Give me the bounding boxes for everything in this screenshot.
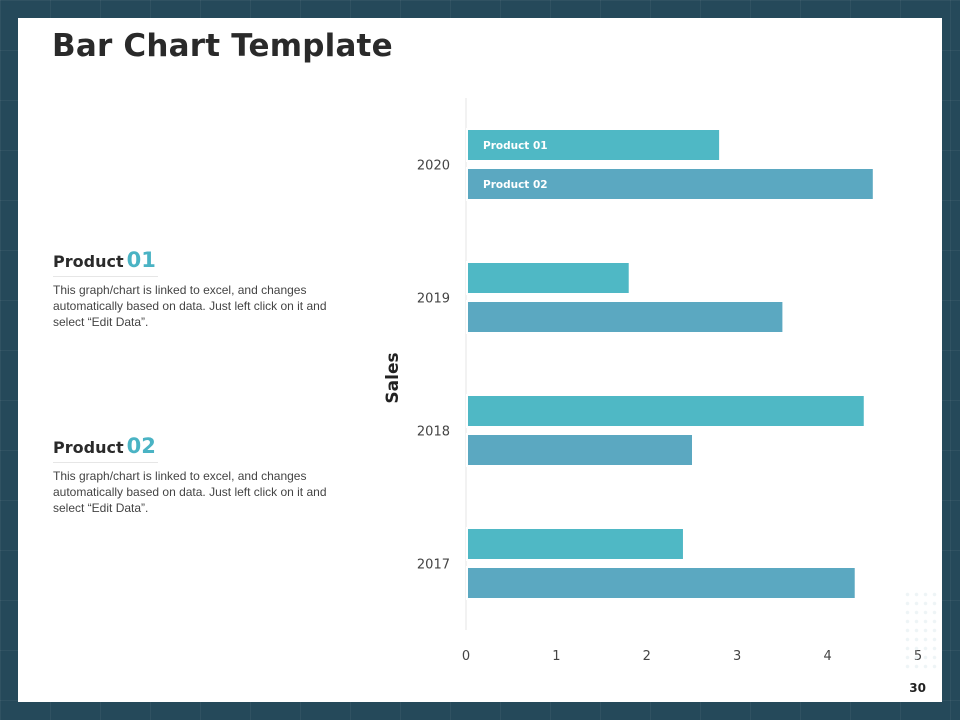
slide-title: Bar Chart Template	[52, 28, 393, 64]
category-label-2019: 2019	[417, 292, 450, 307]
bar-2020-series-1	[466, 128, 722, 162]
x-tick-label-1: 1	[552, 649, 560, 664]
legend-label-series-1: Product 01	[483, 140, 548, 152]
category-label-2018: 2018	[417, 425, 450, 440]
bar-2017-series-2	[466, 566, 857, 600]
bar-2018-series-1	[466, 394, 866, 428]
product-02-heading: Product 02	[53, 434, 158, 463]
bars-group	[466, 128, 875, 600]
product-01-number: 01	[126, 248, 156, 272]
slide: Bar Chart Template Product 01 This graph/…	[18, 18, 942, 702]
x-tick-label-3: 3	[733, 649, 741, 664]
product-02-label: Product	[53, 438, 124, 457]
bar-chart: 2020 Product 01 Product 02 2019 2018 2017 0 1 2 3…	[383, 98, 922, 664]
bar-2017-series-1	[466, 527, 685, 561]
category-label-2017: 2017	[417, 558, 450, 573]
x-tick-label-0: 0	[462, 649, 470, 664]
product-01-label: Product	[53, 252, 124, 271]
x-tick-label-4: 4	[823, 649, 831, 664]
product-01-heading: Product 01	[53, 248, 158, 277]
decorative-dots	[903, 590, 939, 670]
legend-label-series-2: Product 02	[483, 179, 548, 191]
product-02-number: 02	[126, 434, 156, 458]
x-tick-label-2: 2	[643, 649, 651, 664]
y-axis-title: Sales	[383, 352, 403, 403]
labels-group: 2020 Product 01 Product 02 2019 2018 2017 0 1 2 3…	[383, 140, 922, 664]
product-02-description: This graph/chart is linked to excel, and…	[53, 469, 327, 515]
bar-2018-series-2	[466, 433, 694, 467]
category-label-2020: 2020	[417, 159, 450, 174]
product-01-description: This graph/chart is linked to excel, and…	[53, 283, 327, 329]
bar-2019-series-2	[466, 300, 785, 334]
page-number: 30	[909, 681, 926, 695]
bar-2020-series-2	[466, 167, 875, 201]
bar-2019-series-1	[466, 261, 631, 295]
